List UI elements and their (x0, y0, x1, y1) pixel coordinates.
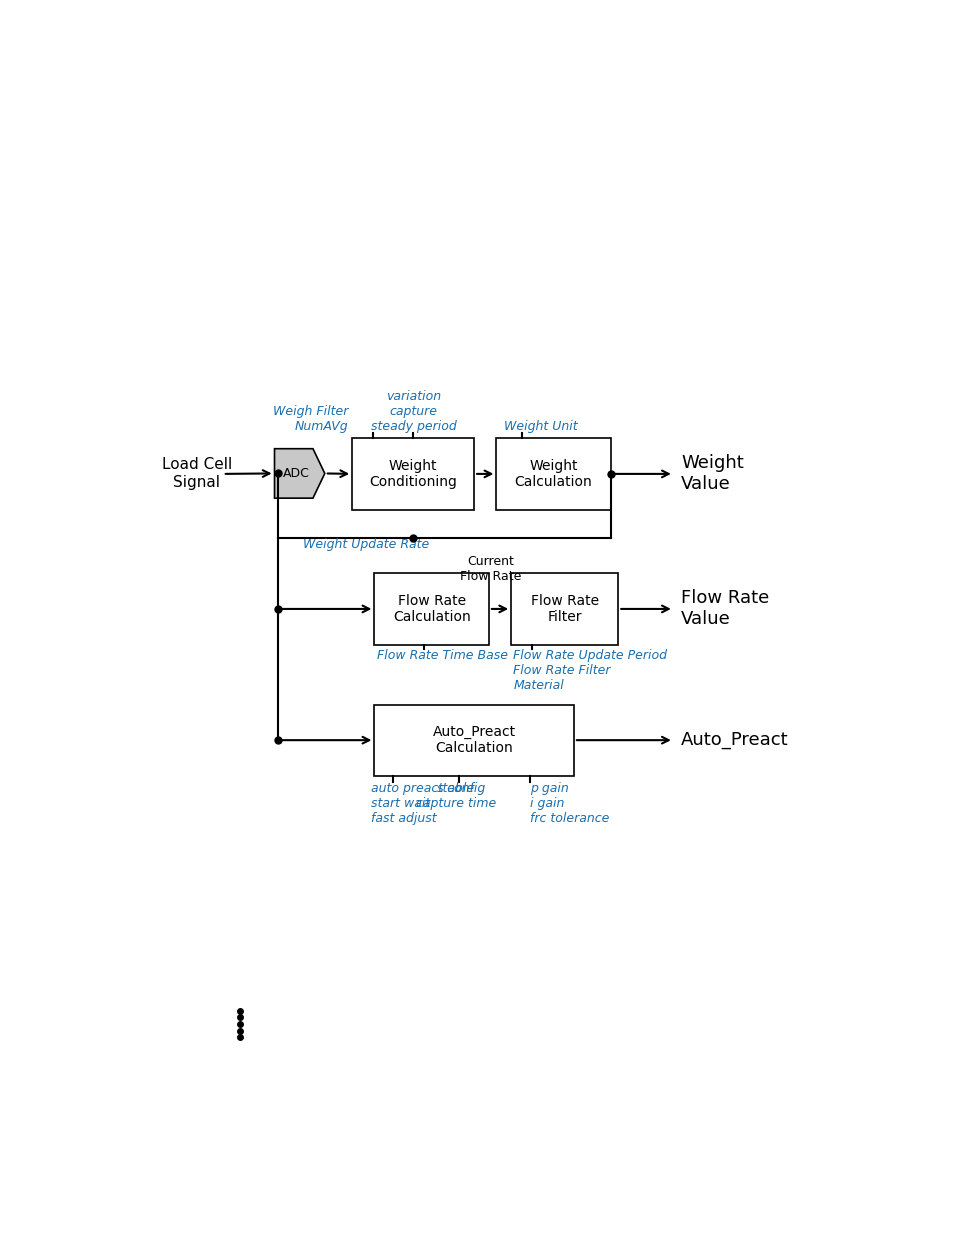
Text: Flow Rate
Value: Flow Rate Value (680, 589, 769, 627)
Text: Weight Update Rate: Weight Update Rate (302, 538, 429, 551)
Text: Auto_Preact: Auto_Preact (680, 731, 788, 748)
Text: Flow Rate
Filter: Flow Rate Filter (530, 594, 598, 624)
FancyBboxPatch shape (374, 573, 488, 645)
Text: Weight Unit: Weight Unit (503, 420, 577, 433)
Text: Load Cell
Signal: Load Cell Signal (162, 457, 232, 489)
Text: Auto_Preact
Calculation: Auto_Preact Calculation (432, 725, 516, 756)
Text: Current
Flow Rate: Current Flow Rate (459, 555, 520, 583)
Text: Weight
Value: Weight Value (680, 454, 743, 493)
Text: ADC: ADC (283, 467, 310, 480)
Text: Weight
Calculation: Weight Calculation (515, 458, 592, 489)
FancyBboxPatch shape (511, 573, 618, 645)
Text: Weight
Conditioning: Weight Conditioning (369, 458, 456, 489)
Text: p gain
i gain
frc tolerance: p gain i gain frc tolerance (529, 782, 608, 825)
Polygon shape (274, 448, 324, 498)
Text: Flow Rate
Calculation: Flow Rate Calculation (393, 594, 470, 624)
FancyBboxPatch shape (496, 438, 610, 510)
Text: Flow Rate Time Base: Flow Rate Time Base (376, 650, 507, 662)
Text: auto preact config
start wait
fast adjust: auto preact config start wait fast adjus… (370, 782, 484, 825)
Text: Weigh Filter
NumAVg: Weigh Filter NumAVg (273, 405, 348, 433)
FancyBboxPatch shape (374, 704, 574, 776)
Text: Flow Rate Update Period
Flow Rate Filter
Material: Flow Rate Update Period Flow Rate Filter… (513, 650, 667, 693)
Text: stable
capture time: stable capture time (416, 782, 496, 809)
Text: variation
capture
steady period: variation capture steady period (371, 390, 456, 433)
FancyBboxPatch shape (352, 438, 474, 510)
